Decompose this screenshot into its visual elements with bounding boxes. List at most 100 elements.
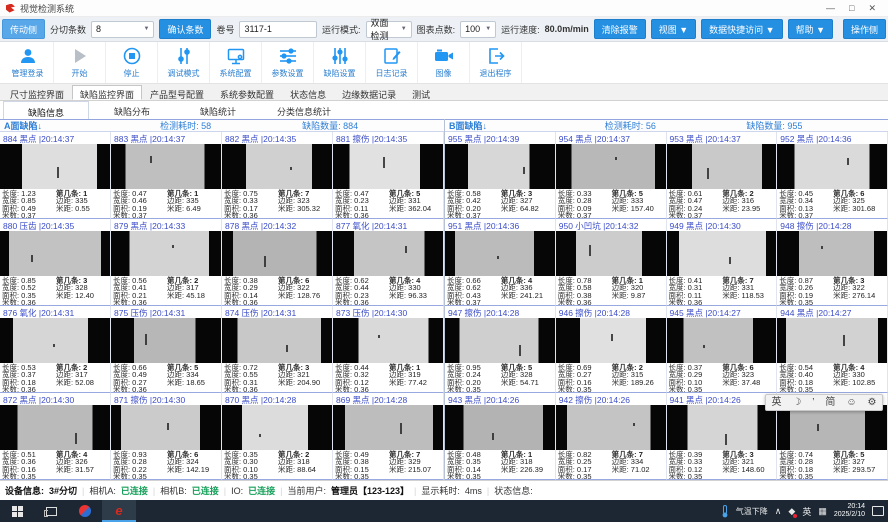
defect-cell-879[interactable]: 879 黑点 |20:14:33 长度: 0.56 宽度: 0.41 面积: 0.21… (111, 219, 222, 306)
data-quick-access-button[interactable]: 数据快捷访问 ▼ (701, 19, 783, 39)
defect-cell-877[interactable]: 877 氧化 |20:14:31 长度: 0.62 宽度: 0.44 面积: 0.23… (333, 219, 444, 306)
defect-cell-948[interactable]: 948 擦伤 |20:14:28 长度: 0.87 宽度: 0.26 面积: 0.19… (777, 219, 888, 306)
defect-image[interactable] (445, 144, 555, 189)
defect-cell-884[interactable]: 884 黑点 |20:14:37 长度: 1.23 宽度: 0.85 面积: 0.49… (0, 132, 111, 219)
operator-side-button[interactable]: 操作侧 (842, 19, 886, 39)
defect-image[interactable] (111, 405, 221, 450)
sub-tab-3[interactable]: 分类信息统计 (276, 107, 331, 117)
ime-lang-button[interactable]: 英 (771, 397, 782, 408)
defect-cell-880[interactable]: 880 压齿 |20:14:35 长度: 0.85 宽度: 0.52 面积: 0.35… (0, 219, 111, 306)
defect-cell-875[interactable]: 875 压伤 |20:14:31 长度: 0.66 宽度: 0.49 面积: 0.27… (111, 306, 222, 393)
defect-image[interactable] (222, 405, 332, 450)
defect-image[interactable] (777, 405, 887, 450)
help-menu-button[interactable]: 帮助 ▼ (787, 19, 833, 39)
tool-stop-button[interactable]: 停止 (106, 42, 158, 83)
weather-text[interactable]: 气温下降 (735, 506, 768, 516)
roll-number-input[interactable]: 3117-1 (239, 20, 318, 38)
strip-count-select[interactable]: 8 ▼ (91, 20, 155, 38)
tool-play-button[interactable]: 开始 (54, 42, 106, 83)
defect-image[interactable] (333, 231, 443, 276)
defect-image[interactable] (111, 318, 221, 363)
defect-image[interactable] (0, 318, 110, 363)
defect-cell-870[interactable]: 870 黑点 |20:14:28 长度: 0.35 宽度: 0.30 面积: 0.10… (222, 393, 333, 480)
defect-cell-951[interactable]: 951 黑点 |20:14:36 长度: 0.66 宽度: 0.62 面积: 0.43… (445, 219, 556, 306)
defect-image[interactable] (333, 318, 443, 363)
defect-image[interactable] (555, 405, 666, 450)
defect-image[interactable] (555, 231, 666, 276)
defect-cell-882[interactable]: 882 黑点 |20:14:35 长度: 0.75 宽度: 0.33 面积: 0.17… (222, 132, 333, 219)
defect-image[interactable] (0, 144, 110, 189)
main-tab-6[interactable]: 测试 (412, 90, 431, 100)
action-center-icon[interactable] (872, 506, 884, 516)
tray-expand-icon[interactable]: ∧ (774, 505, 782, 516)
main-tab-0[interactable]: 尺寸监控界面 (10, 90, 65, 100)
ime-emoji-button[interactable]: ☺ (846, 397, 857, 408)
defect-image[interactable] (333, 405, 443, 450)
defect-image[interactable] (0, 231, 110, 276)
keyboard-icon[interactable]: ▦ (818, 505, 827, 516)
defect-image[interactable] (666, 144, 777, 189)
defect-image[interactable] (777, 231, 887, 276)
tool-sliders-h-button[interactable]: 参数设置 (262, 42, 314, 83)
defect-cell-873[interactable]: 873 压伤 |20:14:30 长度: 0.44 宽度: 0.32 面积: 0.12… (333, 306, 444, 393)
defect-image[interactable] (333, 144, 443, 189)
defect-cell-946[interactable]: 946 擦伤 |20:14:28 长度: 0.69 宽度: 0.27 面积: 0.16… (555, 306, 667, 393)
ime-simplified-button[interactable]: 简 (825, 397, 836, 408)
defect-image[interactable] (222, 231, 332, 276)
drive-side-button[interactable]: 传动侧 (2, 19, 46, 39)
start-button[interactable] (0, 500, 34, 522)
ime-settings-button[interactable]: ⚙ (867, 397, 877, 408)
main-tab-3[interactable]: 系统参数配置 (220, 90, 275, 100)
main-tab-4[interactable]: 状态信息 (290, 90, 327, 100)
taskbar-app-1[interactable] (68, 500, 102, 522)
task-view-button[interactable] (34, 500, 68, 522)
defect-cell-874[interactable]: 874 压伤 |20:14:31 长度: 0.72 宽度: 0.55 面积: 0.31… (222, 306, 333, 393)
tool-sliders-v-button[interactable]: 缺陷设置 (314, 42, 366, 83)
ime-night-mode-button[interactable]: ☽ (792, 397, 802, 408)
taskbar-app-inspection[interactable]: e (102, 500, 136, 522)
maximize-button[interactable]: □ (849, 3, 855, 13)
defect-cell-954[interactable]: 954 黑点 |20:14:37 长度: 0.33 宽度: 0.28 面积: 0.09… (555, 132, 667, 219)
tool-camera-button[interactable]: 图像 (418, 42, 470, 83)
clear-alarm-button[interactable]: 清除报警 (593, 19, 646, 39)
defect-cell-869[interactable]: 869 黑点 |20:14:28 长度: 0.49 宽度: 0.38 面积: 0.15… (333, 393, 444, 480)
defect-image[interactable] (777, 144, 887, 189)
defect-image[interactable] (445, 318, 555, 363)
defect-cell-881[interactable]: 881 擦伤 |20:14:35 长度: 0.47 宽度: 0.23 面积: 0.11… (333, 132, 444, 219)
minimize-button[interactable]: — (826, 3, 836, 13)
defect-cell-944[interactable]: 944 黑点 |20:14:27 长度: 0.54 宽度: 0.40 面积: 0.18… (777, 306, 888, 393)
defect-cell-876[interactable]: 876 氧化 |20:14:31 长度: 0.53 宽度: 0.37 面积: 0.18… (0, 306, 111, 393)
defect-image[interactable] (445, 231, 555, 276)
notification-badge-icon[interactable]: ◆ (788, 505, 798, 518)
defect-image[interactable] (666, 231, 777, 276)
sub-tab-0[interactable]: 缺陷信息 (3, 101, 89, 119)
defect-cell-943[interactable]: 943 黑点 |20:14:26 长度: 0.48 宽度: 0.35 面积: 0.14… (445, 393, 556, 480)
tool-exit-button[interactable]: 退出程序 (470, 42, 522, 83)
tool-monitor-button[interactable]: 系统配置 (210, 42, 262, 83)
chart-points-select[interactable]: 100 ▼ (460, 20, 497, 38)
defect-cell-950[interactable]: 950 小凹坑 |20:14:32 长度: 0.78 宽度: 0.58 面积: 0.3… (555, 219, 667, 306)
defect-image[interactable] (222, 318, 332, 363)
main-tab-5[interactable]: 边缘数据记录 (342, 90, 397, 100)
defect-cell-947[interactable]: 947 擦伤 |20:14:28 长度: 0.95 宽度: 0.24 面积: 0.20… (445, 306, 556, 393)
defect-image[interactable] (111, 231, 221, 276)
confirm-strips-button[interactable]: 确认条数 (159, 19, 212, 39)
defect-cell-878[interactable]: 878 黑点 |20:14:32 长度: 0.38 宽度: 0.29 面积: 0.14… (222, 219, 333, 306)
defect-cell-942[interactable]: 942 擦伤 |20:14:26 长度: 0.82 宽度: 0.25 面积: 0.17… (555, 393, 667, 480)
defect-cell-941[interactable]: 941 黑点 |20:14:26 长度: 0.39 宽度: 0.33 面积: 0.12… (666, 393, 778, 480)
defect-cell-871[interactable]: 871 擦伤 |20:14:30 长度: 0.93 宽度: 0.28 面积: 0.22… (111, 393, 222, 480)
sub-tab-2[interactable]: 缺陷统计 (199, 107, 236, 117)
view-menu-button[interactable]: 视图 ▼ (650, 19, 697, 39)
defect-cell-953[interactable]: 953 黑点 |20:14:37 长度: 0.61 宽度: 0.47 面积: 0.24… (666, 132, 778, 219)
defect-image[interactable] (445, 405, 555, 450)
ime-punctuation-button[interactable]: ’ (812, 397, 815, 408)
run-mode-select[interactable]: 双面检测 ▼ (365, 18, 412, 41)
tool-user-button[interactable]: 管理登录 (2, 42, 54, 83)
tool-log-button[interactable]: 日志记录 (366, 42, 418, 83)
defect-cell-949[interactable]: 949 黑点 |20:14:30 长度: 0.41 宽度: 0.31 面积: 0.11… (666, 219, 778, 306)
defect-cell-945[interactable]: 945 黑点 |20:14:27 长度: 0.37 宽度: 0.29 面积: 0.10… (666, 306, 778, 393)
defect-cell-955[interactable]: 955 黑点 |20:14:39 长度: 0.58 宽度: 0.42 面积: 0.20… (445, 132, 556, 219)
defect-image[interactable] (666, 318, 777, 363)
defect-cell-872[interactable]: 872 黑点 |20:14:30 长度: 0.51 宽度: 0.36 面积: 0.16… (0, 393, 111, 480)
defect-image[interactable] (555, 318, 666, 363)
